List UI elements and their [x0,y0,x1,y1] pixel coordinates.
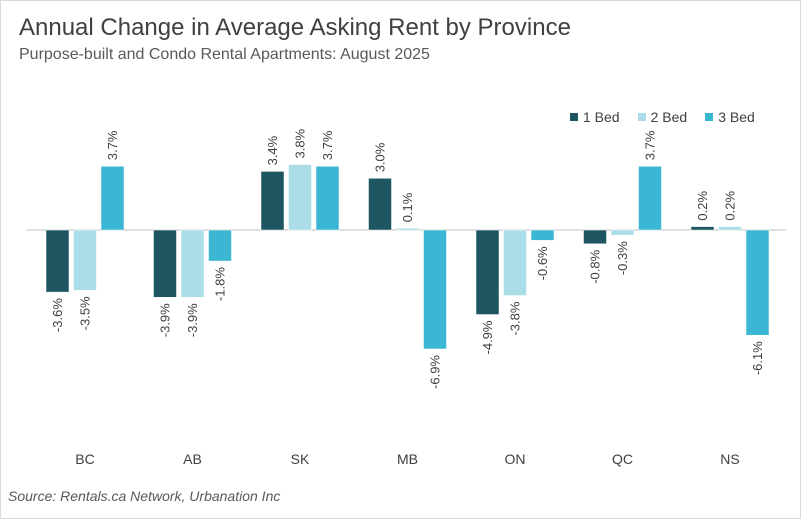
bar-on-3-bed [530,229,555,241]
data-label-bc-1-bed: -3.6% [50,298,65,332]
bar-ns-2-bed [718,226,742,231]
bar-sk-3-bed [315,165,340,231]
category-label-sk: SK [291,451,310,467]
legend-swatch-1-bed [570,113,578,121]
bar-mb-3-bed [423,229,447,350]
bar-ab-1-bed [153,229,177,298]
data-label-ab-1-bed: -3.9% [158,303,173,337]
data-label-mb-3-bed: -6.9% [428,355,443,389]
legend: 1 Bed 2 Bed 3 Bed [570,109,755,125]
category-label-ab: AB [183,451,202,467]
data-label-mb-2-bed: 0.1% [400,192,415,222]
legend-item-3-bed: 3 Bed [705,109,755,125]
source-note: Source: Rentals.ca Network, Urbanation I… [8,488,281,504]
category-label-qc: QC [612,451,633,467]
category-label-mb: MB [397,451,418,467]
bar-ns-3-bed [745,229,770,336]
bar-ab-2-bed [180,229,205,298]
bar-bc-2-bed [73,229,97,291]
bar-bc-1-bed [45,229,70,293]
data-label-sk-2-bed: 3.8% [293,128,308,158]
bar-mb-2-bed [395,228,420,231]
bar-on-1-bed [475,229,500,315]
bar-on-2-bed [503,229,527,296]
data-label-qc-2-bed: -0.3% [615,241,630,275]
chart-title: Annual Change in Average Asking Rent by … [19,14,571,41]
data-label-sk-3-bed: 3.7% [320,130,335,160]
legend-label-3-bed: 3 Bed [718,109,755,125]
bar-bc-3-bed [100,165,125,231]
data-label-ab-3-bed: -1.8% [213,267,228,301]
legend-item-1-bed: 1 Bed [570,109,620,125]
bar-ab-3-bed [208,229,232,262]
bar-mb-1-bed [368,178,392,231]
data-label-on-2-bed: -3.8% [508,301,523,335]
data-label-ns-1-bed: 0.2% [695,191,710,221]
category-label-bc: BC [75,451,94,467]
category-label-on: ON [505,451,526,467]
data-label-ns-2-bed: 0.2% [723,191,738,221]
data-label-mb-1-bed: 3.0% [373,142,388,172]
bar-ns-1-bed [690,226,715,231]
data-label-on-1-bed: -4.9% [480,320,495,354]
legend-swatch-3-bed [705,113,714,121]
data-label-on-3-bed: -0.6% [535,246,550,280]
legend-label-2-bed: 2 Bed [650,109,688,125]
data-label-qc-1-bed: -0.8% [588,249,603,283]
legend-label-1-bed: 1 Bed [583,109,620,125]
data-label-sk-1-bed: 3.4% [265,135,280,165]
bar-qc-1-bed [583,229,607,245]
data-label-bc-2-bed: -3.5% [78,296,93,330]
category-label-ns: NS [720,451,739,467]
bar-sk-1-bed [260,171,285,231]
data-label-ab-2-bed: -3.9% [185,303,200,337]
bar-qc-2-bed [610,229,635,236]
bar-sk-2-bed [288,164,312,231]
bar-qc-3-bed [638,165,662,231]
legend-item-2-bed: 2 Bed [637,109,688,125]
data-label-ns-3-bed: -6.1% [750,341,765,375]
data-label-qc-3-bed: 3.7% [643,130,658,160]
data-label-bc-3-bed: 3.7% [105,130,120,160]
legend-swatch-2-bed [637,113,646,121]
chart-subtitle: Purpose-built and Condo Rental Apartment… [19,46,430,63]
